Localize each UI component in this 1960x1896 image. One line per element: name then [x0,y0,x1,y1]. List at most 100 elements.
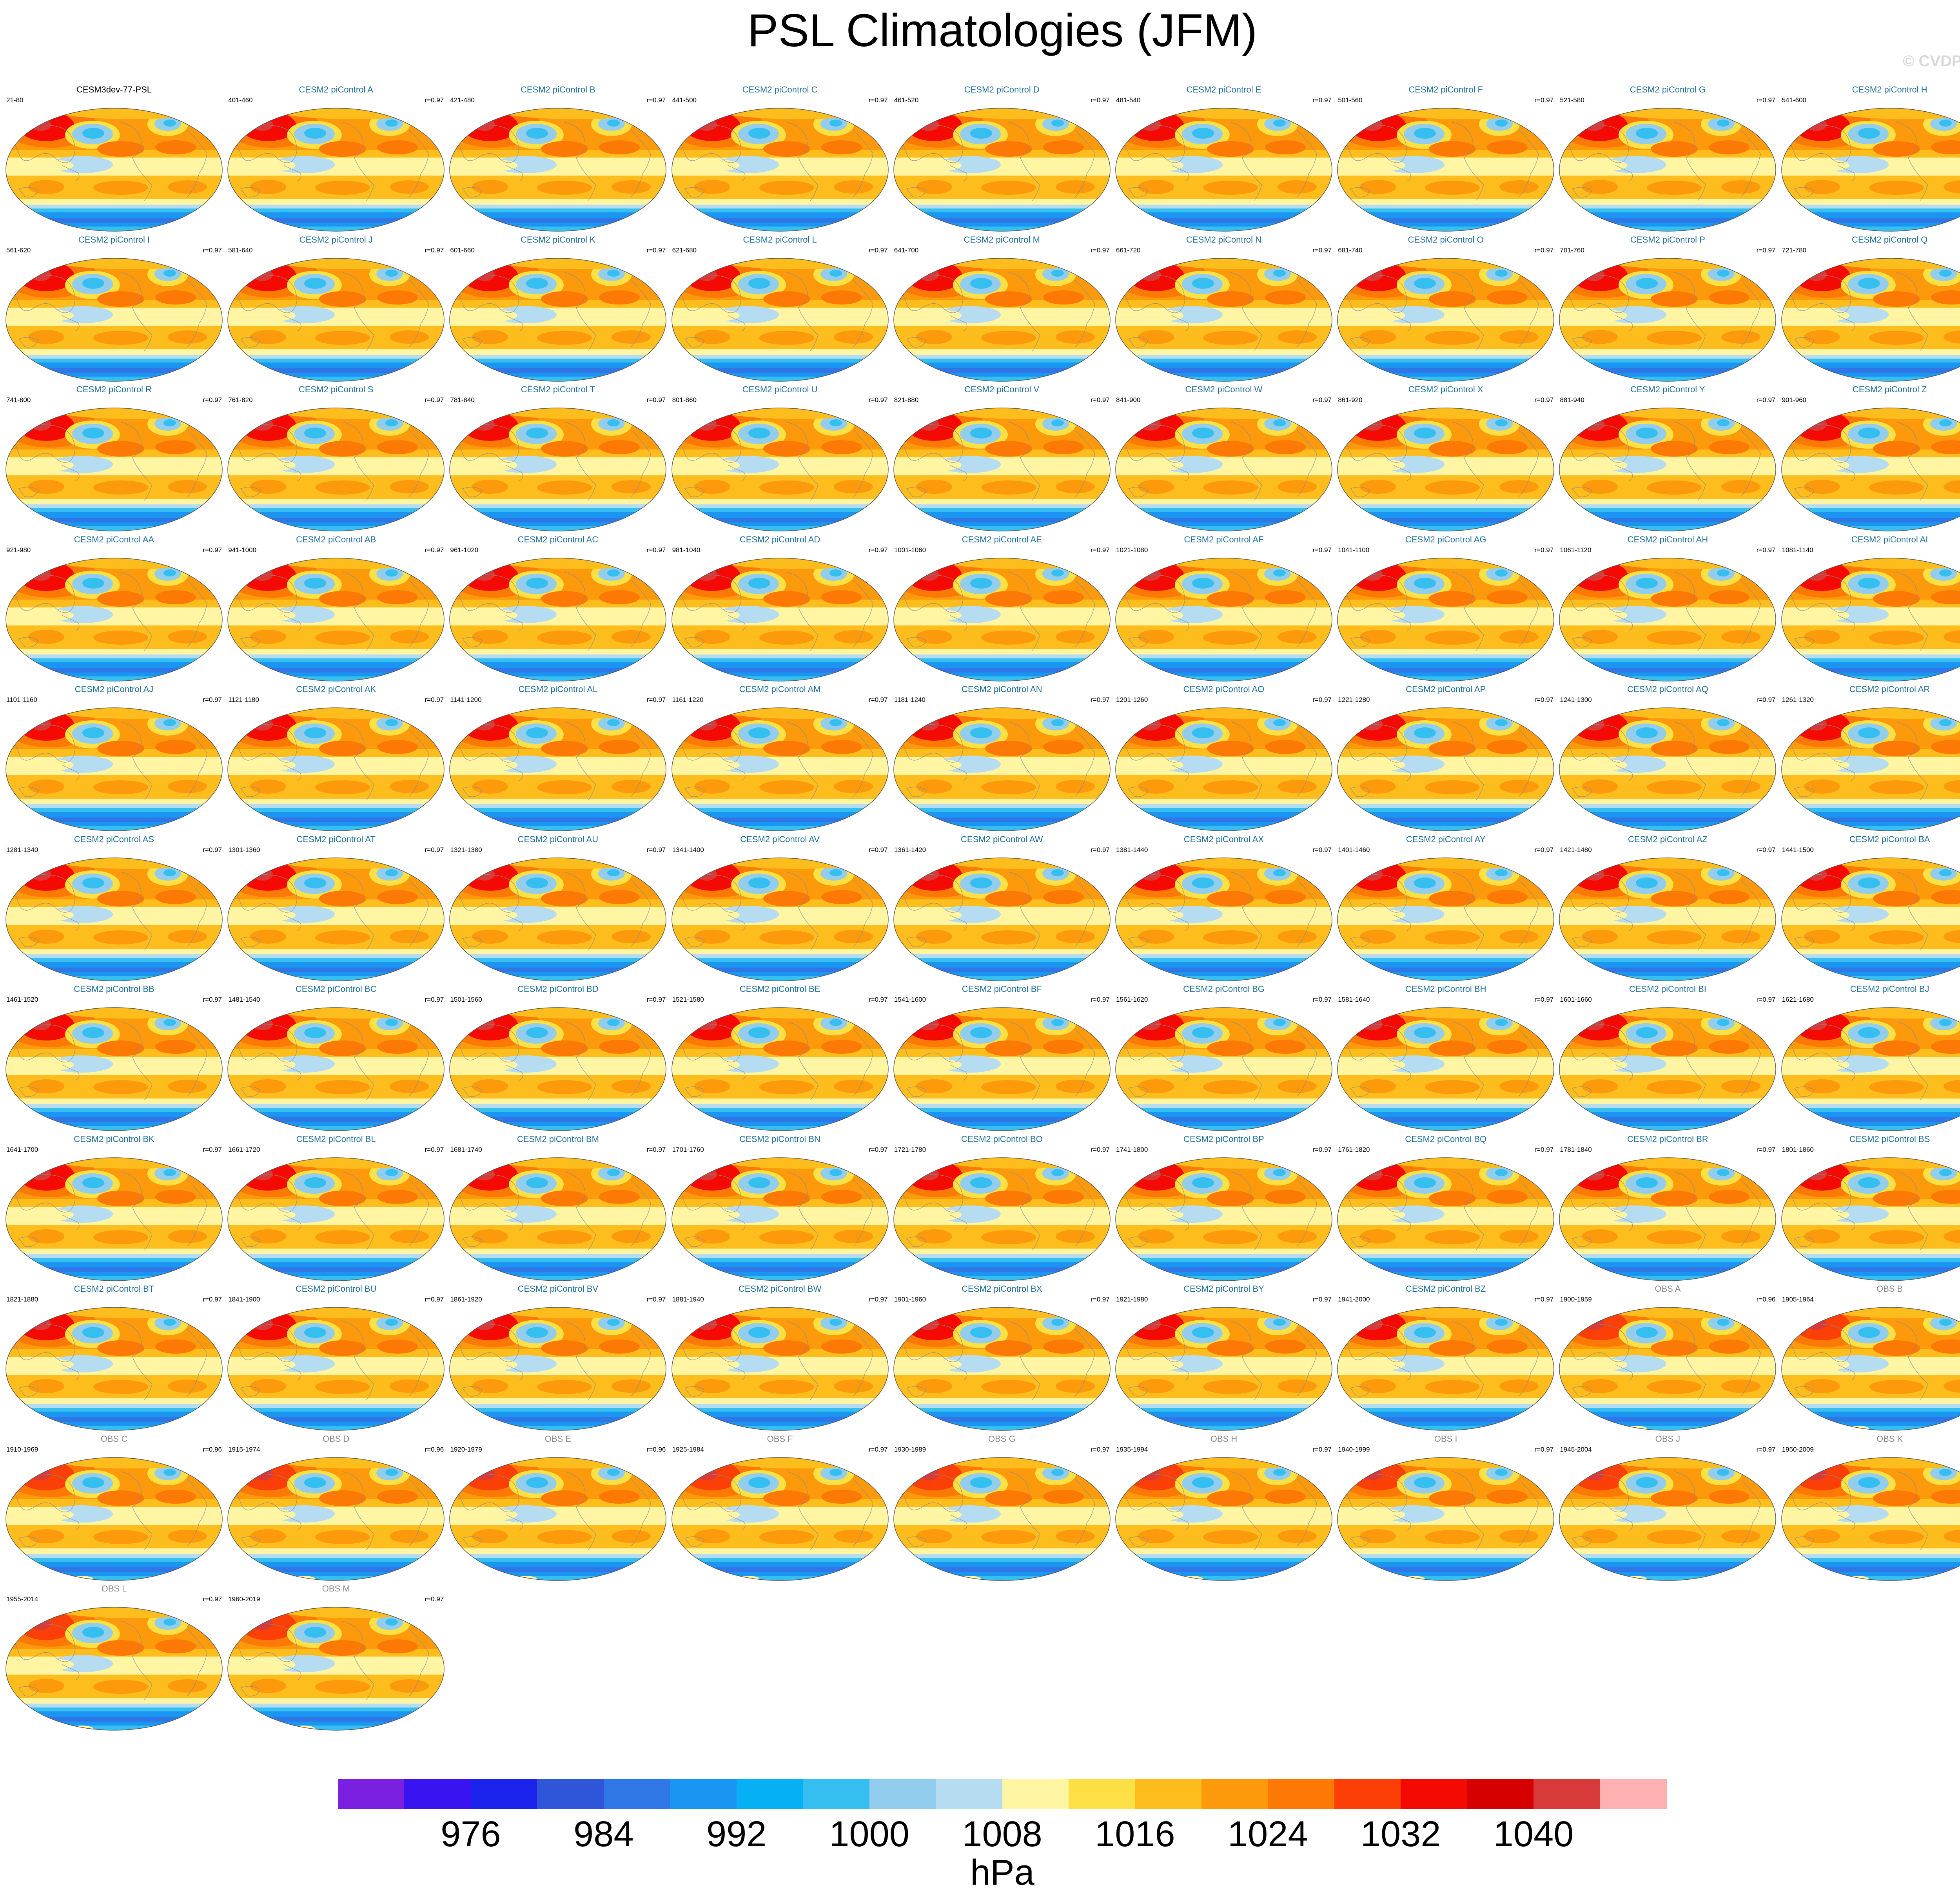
psl-map [893,1007,1111,1131]
panel-period: 1701-1760 [672,1146,704,1153]
psl-map [1337,857,1554,981]
panel-title: OBS L [101,1584,127,1593]
psl-map [449,707,667,831]
panel-period: 1950-2009 [1782,1445,1814,1453]
panel-pattern-correlation: r=0.97 [1756,546,1776,554]
panel-period: 521-580 [1560,96,1584,104]
map-panel: CESM2 piControl R 741-800 r=0.97 [3,384,225,534]
panel-period: 1261-1320 [1782,696,1814,703]
panel-title: CESM2 piControl BS [1849,1134,1930,1144]
panel-pattern-correlation: r=0.97 [1312,996,1332,1003]
map-panel: CESM2 piControl BZ 1941-2000 r=0.97 [1335,1284,1557,1434]
panel-period: 561-620 [6,246,31,254]
colorbar-swatch [338,1779,405,1809]
psl-map [671,707,889,831]
panel-period: 761-820 [228,396,253,404]
panel-period: 701-760 [1560,246,1584,254]
map-panel: CESM2 piControl AJ 1101-1160 r=0.97 [3,684,225,834]
map-panel: CESM2 piControl I 561-620 r=0.97 [3,235,225,384]
panel-period: 1910-1969 [6,1445,38,1453]
map-panel: CESM2 piControl F 501-560 r=0.97 [1335,85,1557,234]
psl-map [1337,1307,1554,1431]
map-panel: CESM2 piControl Y 881-940 r=0.97 [1557,384,1779,534]
panel-pattern-correlation: r=0.97 [868,1296,888,1303]
map-panel: CESM2 piControl BL 1661-1720 r=0.97 [225,1134,447,1284]
psl-map [671,1157,889,1281]
panel-period: 1321-1380 [450,846,482,854]
colorbar-tick-label: 1008 [962,1814,1042,1854]
panel-period: 841-900 [1116,396,1141,404]
map-panel: CESM2 piControl S 761-820 r=0.97 [225,384,447,534]
psl-map [671,557,889,682]
panel-title: CESM2 piControl BW [738,1284,822,1294]
panel-pattern-correlation: r=0.97 [1534,1445,1554,1453]
psl-map [1559,1007,1777,1131]
colorbar-tick-label: 1016 [1095,1814,1175,1854]
psl-map [227,408,445,531]
panel-period: 481-540 [1116,96,1141,104]
panel-title: CESM2 piControl C [742,85,818,94]
panel-period: 1421-1480 [1560,846,1592,854]
panel-title: CESM2 piControl J [299,234,373,245]
panel-title: CESM2 piControl F [1408,85,1483,94]
panel-period: 1841-1900 [228,1296,260,1303]
panel-title: CESM2 piControl BY [1183,1284,1264,1294]
panel-pattern-correlation: r=0.97 [425,1296,444,1303]
psl-map [227,1007,445,1131]
panel-pattern-correlation: r=0.97 [1756,996,1776,1003]
map-panel: CESM2 piControl AM 1161-1220 r=0.97 [669,684,891,834]
colorbar [338,1779,1667,1809]
psl-map [1337,1007,1554,1131]
panel-pattern-correlation: r=0.97 [425,96,444,104]
colorbar-tick-label: 1024 [1227,1814,1308,1854]
psl-map [5,408,223,531]
panel-pattern-correlation: r=0.96 [646,1445,666,1453]
panel-period: 1201-1260 [1116,696,1148,703]
panel-pattern-correlation: r=0.97 [203,1146,222,1153]
psl-map [1337,707,1554,831]
psl-map [227,857,445,981]
panel-title: CESM2 piControl AE [962,534,1042,544]
map-panel: CESM2 piControl BF 1541-1600 r=0.97 [891,984,1113,1134]
panel-period: 461-520 [894,96,919,104]
panel-period: 1921-1980 [1116,1296,1148,1303]
panel-period: 741-800 [6,396,31,404]
panel-pattern-correlation: r=0.97 [1091,696,1110,703]
panel-title: OBS E [544,1434,572,1444]
psl-map [1115,1457,1332,1581]
panel-title: CESM2 piControl M [964,234,1040,245]
panel-pattern-correlation: r=0.97 [1091,1296,1110,1303]
panel-title: CESM2 piControl W [1185,384,1263,394]
psl-map [1559,108,1777,232]
map-panel: CESM2 piControl AA 921-980 r=0.97 [3,535,225,684]
psl-map [1337,108,1554,232]
psl-map [1781,707,1960,831]
panel-title: CESM2 piControl BI [1629,984,1706,994]
panel-period: 1281-1340 [6,846,38,854]
panel-period: 621-680 [672,246,697,254]
map-panel: CESM2 piControl AD 981-1040 r=0.97 [669,535,891,684]
psl-map [1781,857,1960,981]
colorbar-swatch [1334,1779,1401,1809]
panel-period: 1955-2014 [6,1595,38,1603]
psl-map [5,108,223,232]
panel-title: CESM2 piControl AI [1851,534,1928,544]
panel-period: 581-640 [228,246,253,254]
panel-period: 781-840 [450,396,475,404]
map-panel: CESM2 piControl V 821-880 r=0.97 [891,384,1113,534]
colorbar-swatch [537,1779,604,1809]
panel-period: 1930-1989 [894,1445,926,1453]
panel-title: CESM2 piControl V [964,384,1040,394]
map-panel: CESM2 piControl BU 1841-1900 r=0.97 [225,1284,447,1434]
panel-title: CESM2 piControl AD [739,534,820,544]
psl-map [1559,408,1777,531]
map-panel: CESM2 piControl AH 1061-1120 r=0.97 [1557,535,1779,684]
panel-title: CESM2 piControl AA [74,534,154,544]
panel-title: CESM2 piControl BV [517,1284,599,1294]
panel-pattern-correlation: r=0.97 [203,546,222,554]
panel-period: 1081-1140 [1782,546,1813,554]
